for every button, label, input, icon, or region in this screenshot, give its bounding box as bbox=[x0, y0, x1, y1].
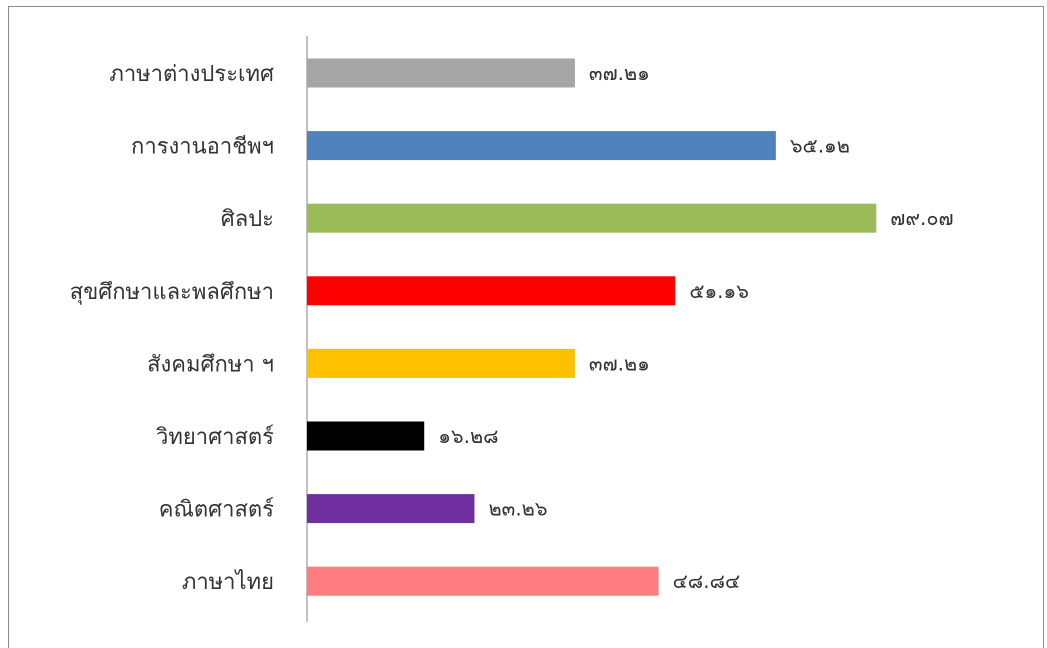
category-label-3: สุขศึกษาและพลศึกษา bbox=[70, 280, 274, 305]
value-label-1: ๖๕.๑๒ bbox=[790, 134, 850, 158]
value-label-4: ๓๗.๒๑ bbox=[589, 351, 650, 375]
bar-4 bbox=[307, 348, 575, 378]
category-label-6: คณิตศาสตร์ bbox=[159, 498, 274, 523]
bar-5 bbox=[307, 421, 425, 451]
value-label-0: ๓๗.๒๑ bbox=[589, 61, 650, 85]
value-label-2: ๗๙.๐๗ bbox=[890, 206, 953, 230]
bar-2 bbox=[307, 203, 877, 233]
bar-0 bbox=[307, 58, 575, 88]
chart-frame bbox=[8, 6, 1044, 648]
category-label-2: ศิลปะ bbox=[221, 207, 274, 232]
bar-3 bbox=[307, 276, 676, 306]
bar-1 bbox=[307, 131, 776, 161]
category-label-5: วิทยาศาสตร์ bbox=[155, 425, 274, 450]
bar-6 bbox=[307, 494, 475, 524]
bar-7 bbox=[307, 566, 659, 596]
category-label-7: ภาษาไทย bbox=[182, 569, 274, 595]
value-label-3: ๕๑.๑๖ bbox=[689, 279, 749, 303]
value-label-7: ๔๘.๘๔ bbox=[673, 569, 741, 593]
category-label-4: สังคมศึกษา ฯ bbox=[147, 352, 274, 377]
value-label-6: ๒๓.๒๖ bbox=[488, 497, 547, 521]
value-label-5: ๑๖.๒๘ bbox=[438, 424, 498, 448]
category-label-1: การงานอาชีพฯ bbox=[131, 135, 274, 160]
category-label-0: ภาษาต่างประเทศ bbox=[109, 62, 274, 87]
